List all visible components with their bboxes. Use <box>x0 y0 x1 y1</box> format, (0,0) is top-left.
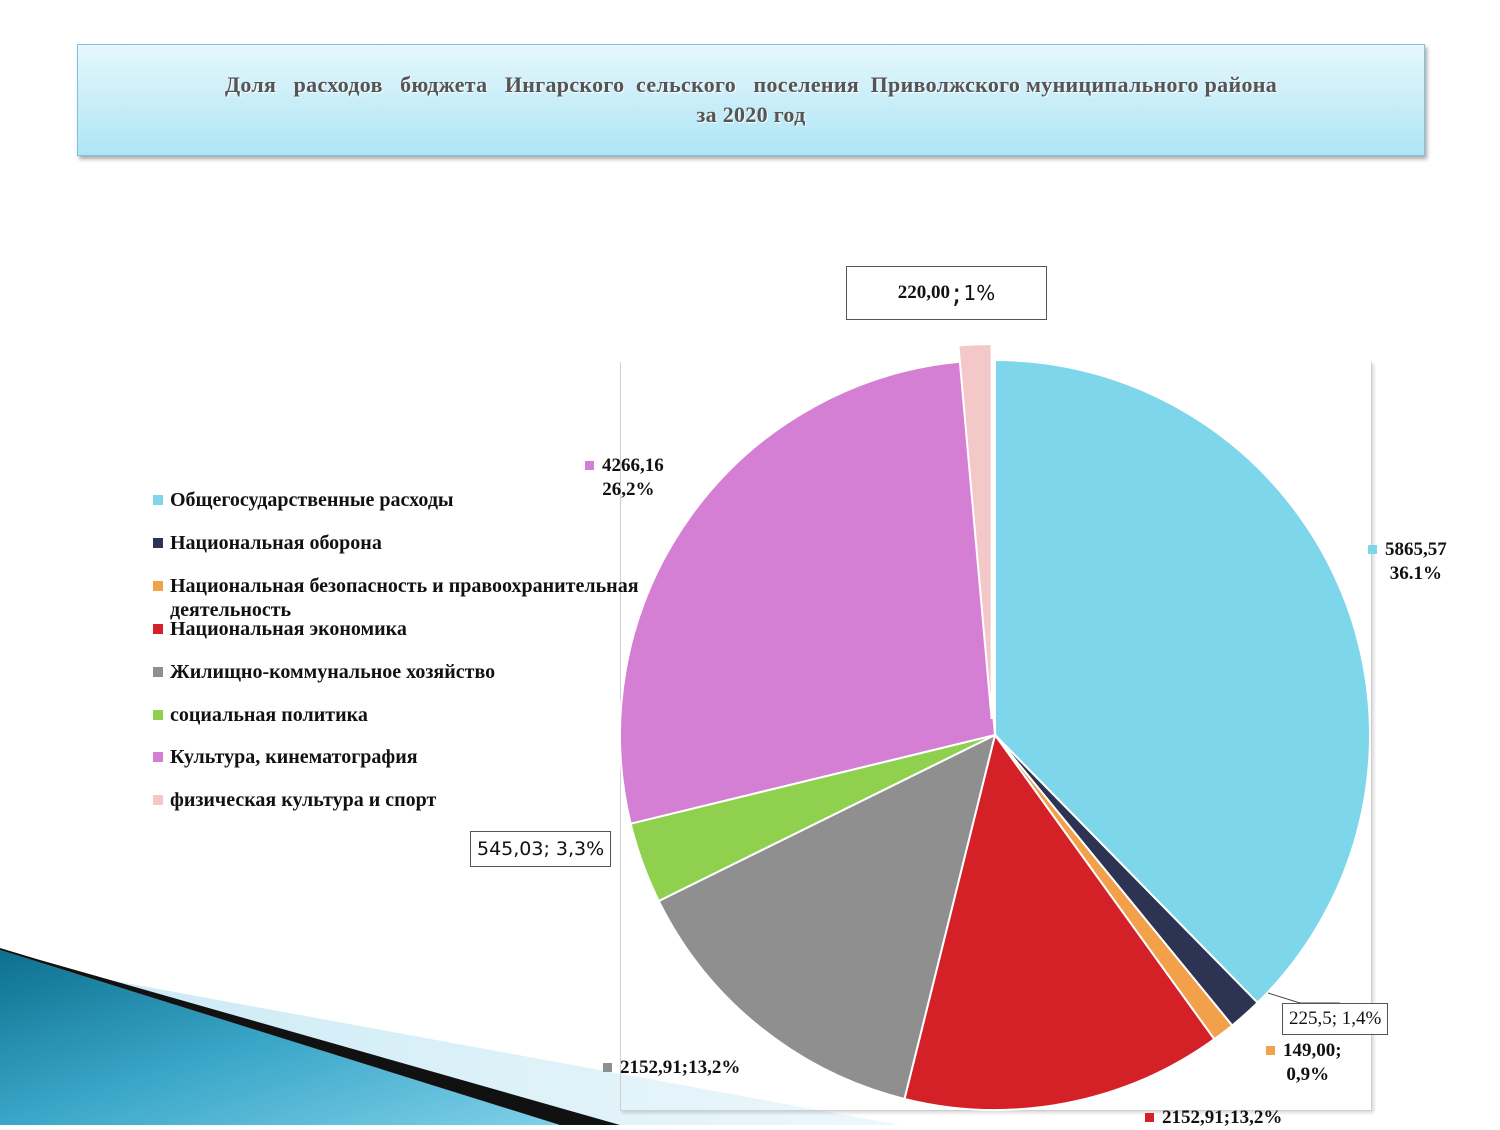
data-label-security: 149,00; 0,9% <box>1266 1039 1342 1087</box>
pie-slice-housing <box>657 733 997 1101</box>
data-label-value: 225,5; 1,4% <box>1289 1008 1382 1029</box>
legend-swatch <box>153 667 163 677</box>
legend-item: Национальная оборона <box>153 531 713 555</box>
data-label-value: 149,00; <box>1283 1040 1342 1061</box>
legend-swatch <box>153 710 163 720</box>
data-label-value: 2152,91;13,2% <box>620 1057 741 1078</box>
data-label-value: 5865,57 <box>1385 539 1447 560</box>
data-label-social-policy: 545,03; 3,3% <box>470 831 612 867</box>
legend-swatch <box>153 752 163 762</box>
data-label-percent: 0,9% <box>1286 1064 1330 1085</box>
data-label-housing: 2152,91;13,2% <box>603 1056 740 1080</box>
data-label-value: 545,03; 3,3% <box>477 838 605 860</box>
pie-slice-general-expenses <box>994 358 1371 1005</box>
data-label-percent: 26,2% <box>602 479 655 500</box>
title-box: Доля расходов бюджета Ингарского сельско… <box>77 44 1425 156</box>
legend-label: Национальная оборона <box>170 532 382 554</box>
legend-label: социальная политика <box>170 704 368 726</box>
legend-item: социальная политика <box>153 703 713 727</box>
pie-slice-economy <box>903 732 1216 1111</box>
legend-item: физическая культура и спорт <box>153 788 713 812</box>
label-swatch <box>1145 1113 1154 1122</box>
legend-swatch <box>153 581 163 591</box>
legend-swatch <box>153 795 163 805</box>
legend-item: Общегосударственные расходы <box>153 488 713 512</box>
legend-item: Национальная экономика <box>153 617 713 641</box>
label-swatch <box>603 1063 612 1072</box>
legend-label: Общегосударственные расходы <box>170 489 454 511</box>
title-line-1: Доля расходов бюджета Ингарского сельско… <box>224 72 1278 97</box>
leader-line <box>1267 992 1340 1004</box>
data-label-value: 220,00 <box>897 282 951 303</box>
pie-slice-sport <box>957 343 993 720</box>
legend-label: Культура, кинематография <box>170 746 418 768</box>
decorative-diagonal-band <box>0 948 900 1125</box>
legend-label: Национальная экономика <box>170 618 407 640</box>
legend-item: Жилищно-коммунальное хозяйство <box>153 660 713 684</box>
data-label-separator: ; <box>952 276 962 310</box>
data-label-general-expenses: 5865,57 36.1% <box>1368 538 1447 586</box>
data-label-sport: 220,00 ; 1% <box>846 266 1047 320</box>
legend-label: Национальная безопасность и правоохранит… <box>170 575 639 621</box>
data-label-economy: 2152,91;13,2% <box>1145 1106 1282 1130</box>
legend-item: Культура, кинематография <box>153 745 713 769</box>
legend-label: Жилищно-коммунальное хозяйство <box>170 661 496 683</box>
legend-item: Национальная безопасность и правоохранит… <box>153 574 713 622</box>
data-label-value: 2152,91;13,2% <box>1162 1107 1283 1128</box>
label-swatch <box>1266 1046 1275 1055</box>
data-label-defense: 225,5; 1,4% <box>1282 1003 1389 1035</box>
data-label-percent: 1% <box>963 281 996 305</box>
data-label-culture: 4266,16 26,2% <box>585 454 664 502</box>
label-swatch <box>1368 545 1377 554</box>
title-line-2: за 2020 год <box>696 102 806 127</box>
legend-swatch <box>153 538 163 548</box>
legend-swatch <box>153 624 163 634</box>
legend-label: физическая культура и спорт <box>170 789 437 811</box>
data-label-percent: 36.1% <box>1389 563 1442 584</box>
data-label-value: 4266,16 <box>602 455 664 476</box>
pie-slice-culture <box>619 360 997 825</box>
legend-swatch <box>153 495 163 505</box>
label-swatch <box>585 461 594 470</box>
